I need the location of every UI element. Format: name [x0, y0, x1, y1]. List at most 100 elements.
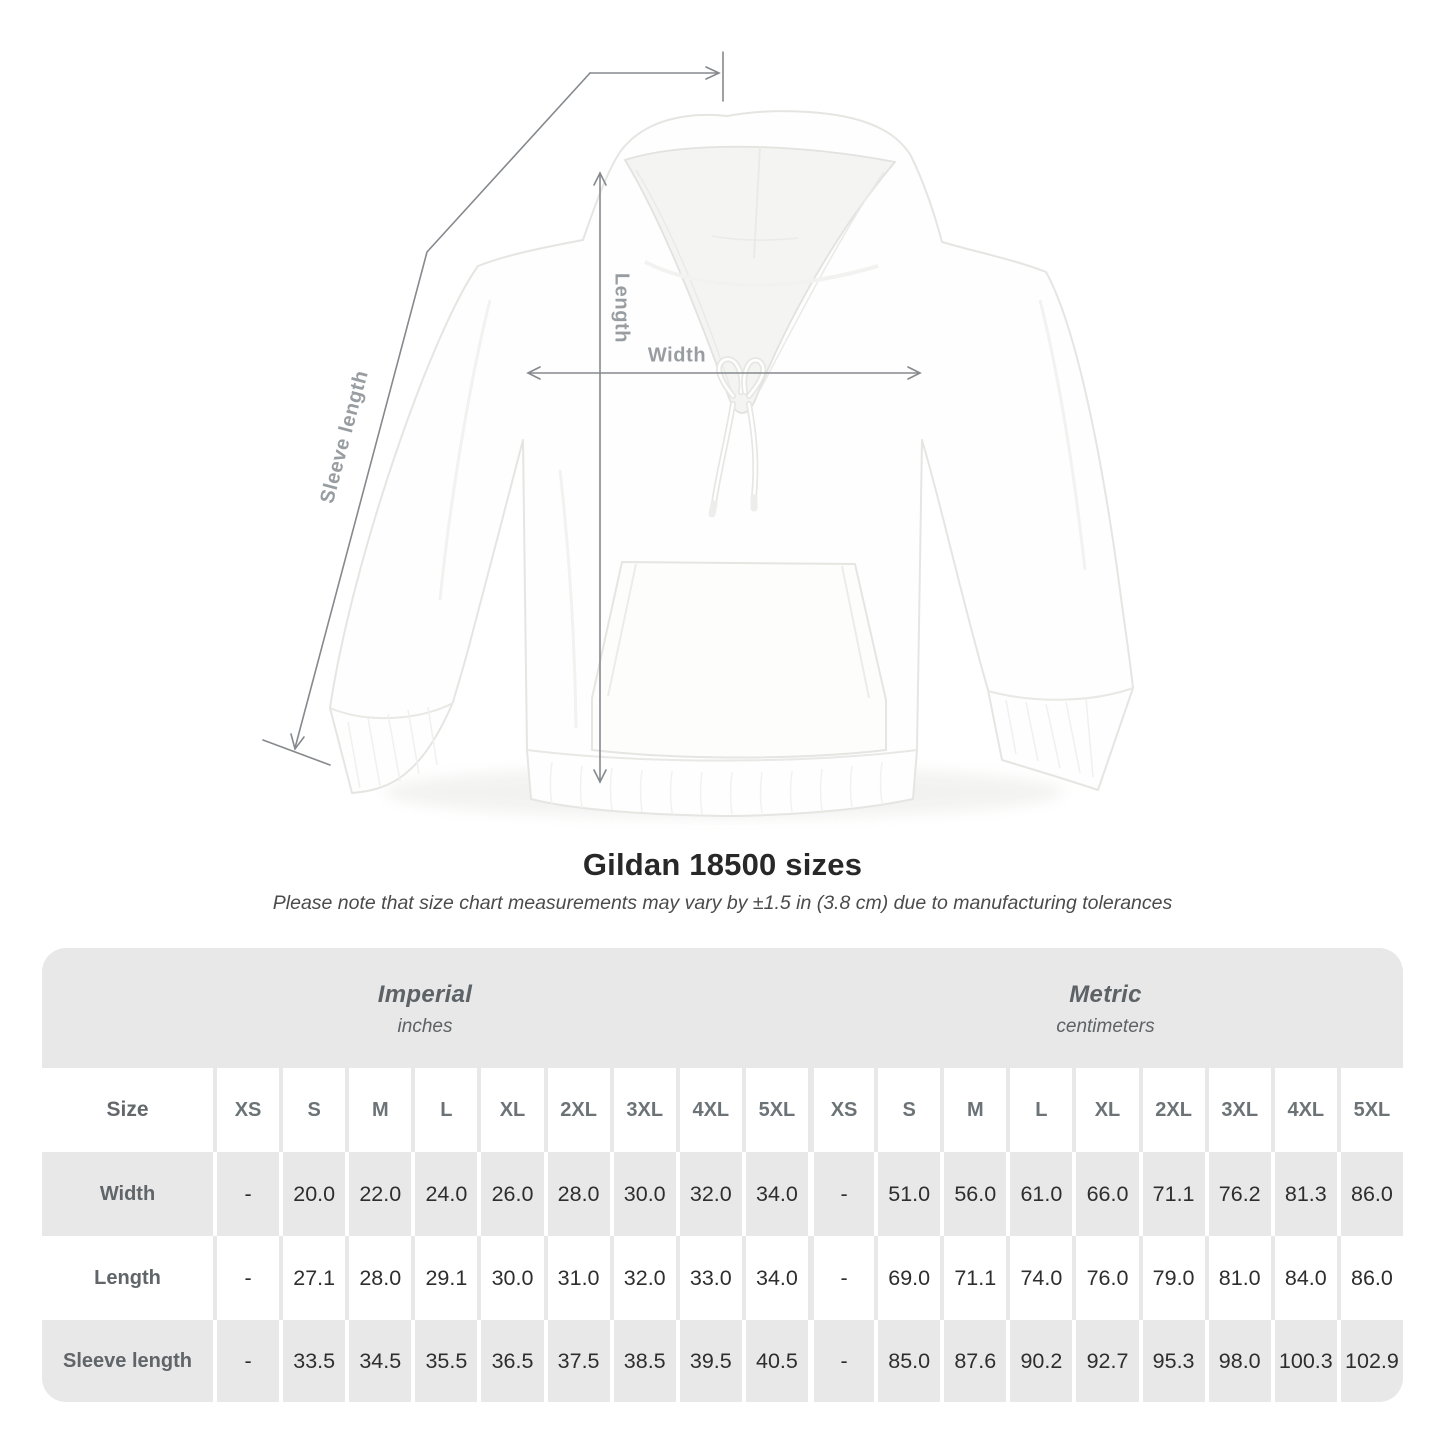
metric-value-cell: 100.3: [1270, 1320, 1337, 1402]
metric-value-cell: 98.0: [1204, 1320, 1271, 1402]
metric-section-unit: centimeters: [1056, 1016, 1155, 1037]
imperial-value-cell: 39.5: [675, 1320, 742, 1402]
hoodie-measurement-figure: Sleeve length Length Width: [262, 51, 1134, 818]
size-header-imperial-m: M: [345, 1068, 412, 1152]
size-header-metric-4xl: 4XL: [1270, 1068, 1337, 1152]
length-line: [593, 171, 607, 784]
size-header-imperial-5xl: 5XL: [741, 1068, 808, 1152]
imperial-value-cell: 33.5: [279, 1320, 346, 1402]
metric-value-cell: 84.0: [1270, 1236, 1337, 1320]
imperial-value-cell: 28.0: [543, 1152, 610, 1236]
imperial-value-cell: 33.0: [675, 1236, 742, 1320]
imperial-value-cell: 35.5: [411, 1320, 478, 1402]
imperial-value-cell: 36.5: [477, 1320, 544, 1402]
imperial-section-unit: inches: [397, 1016, 453, 1037]
imperial-value-cell: 34.0: [741, 1236, 808, 1320]
metric-value-cell: -: [808, 1152, 875, 1236]
metric-value-cell: 81.0: [1204, 1236, 1271, 1320]
size-header-metric-s: S: [874, 1068, 941, 1152]
metric-value-cell: 51.0: [874, 1152, 941, 1236]
imperial-value-cell: -: [213, 1320, 280, 1402]
metric-value-cell: 86.0: [1336, 1152, 1403, 1236]
unit-section-header-row: Imperial inches Metric centimeters: [42, 948, 1403, 1068]
size-header-metric-3xl: 3XL: [1204, 1068, 1271, 1152]
imperial-section-header: Imperial inches: [42, 948, 808, 1068]
metric-value-cell: 71.1: [1138, 1152, 1205, 1236]
imperial-value-cell: 37.5: [543, 1320, 610, 1402]
row-label: Sleeve length: [42, 1320, 213, 1402]
kangaroo-pocket: [591, 561, 887, 759]
imperial-value-cell: 20.0: [279, 1152, 346, 1236]
imperial-section-title: Imperial: [377, 981, 473, 1008]
hood-interior: [623, 145, 897, 414]
size-grid: Size XS S M L XL 2XL 3XL 4XL 5XL XS S M L XL 2XL 3XL 4XL 5…: [42, 1068, 1403, 1402]
size-column-header: Size: [42, 1068, 213, 1152]
size-header-imperial-2xl: 2XL: [543, 1068, 610, 1152]
metric-value-cell: -: [808, 1236, 875, 1320]
metric-value-cell: 86.0: [1336, 1236, 1403, 1320]
hoodie-illustration: [262, 51, 1134, 818]
metric-value-cell: 61.0: [1006, 1152, 1073, 1236]
row-label: Width: [42, 1152, 213, 1236]
sleeve-length-line: [262, 51, 724, 766]
imperial-value-cell: 27.1: [279, 1236, 346, 1320]
imperial-value-cell: 30.0: [477, 1236, 544, 1320]
metric-value-cell: 76.0: [1072, 1236, 1139, 1320]
size-header-metric-m: M: [940, 1068, 1007, 1152]
size-header-imperial-4xl: 4XL: [675, 1068, 742, 1152]
metric-value-cell: 74.0: [1006, 1236, 1073, 1320]
imperial-value-cell: 32.0: [609, 1236, 676, 1320]
imperial-value-cell: 32.0: [675, 1152, 742, 1236]
metric-value-cell: 56.0: [940, 1152, 1007, 1236]
imperial-value-cell: 29.1: [411, 1236, 478, 1320]
imperial-value-cell: 28.0: [345, 1236, 412, 1320]
metric-value-cell: 95.3: [1138, 1320, 1205, 1402]
metric-value-cell: 92.7: [1072, 1320, 1139, 1402]
imperial-value-cell: 30.0: [609, 1152, 676, 1236]
metric-value-cell: 76.2: [1204, 1152, 1271, 1236]
size-header-imperial-3xl: 3XL: [609, 1068, 676, 1152]
cuffs: [329, 687, 1134, 789]
size-header-metric-xl: XL: [1072, 1068, 1139, 1152]
metric-value-cell: 85.0: [874, 1320, 941, 1402]
tolerance-note: Please note that size chart measurements…: [272, 892, 1173, 914]
metric-value-cell: 90.2: [1006, 1320, 1073, 1402]
measurement-lines: [262, 51, 922, 784]
metric-value-cell: 102.9: [1336, 1320, 1403, 1402]
imperial-value-cell: 40.5: [741, 1320, 808, 1402]
size-header-metric-l: L: [1006, 1068, 1073, 1152]
imperial-value-cell: -: [213, 1152, 280, 1236]
drawstrings: [708, 356, 767, 518]
imperial-value-cell: -: [213, 1236, 280, 1320]
size-header-imperial-l: L: [411, 1068, 478, 1152]
imperial-value-cell: 34.0: [741, 1152, 808, 1236]
hem-band: [526, 749, 918, 815]
width-label: Width: [647, 344, 707, 367]
metric-value-cell: 87.6: [940, 1320, 1007, 1402]
length-label: Length: [610, 272, 633, 344]
imperial-value-cell: 22.0: [345, 1152, 412, 1236]
imperial-value-cell: 31.0: [543, 1236, 610, 1320]
metric-value-cell: 81.3: [1270, 1152, 1337, 1236]
imperial-value-cell: 26.0: [477, 1152, 544, 1236]
size-header-imperial-s: S: [279, 1068, 346, 1152]
metric-value-cell: 71.1: [940, 1236, 1007, 1320]
width-line: [526, 366, 922, 380]
metric-value-cell: 69.0: [874, 1236, 941, 1320]
hoodie-body: [329, 110, 1134, 817]
imperial-value-cell: 34.5: [345, 1320, 412, 1402]
row-label: Length: [42, 1236, 213, 1320]
size-header-metric-xs: XS: [808, 1068, 875, 1152]
metric-section-title: Metric: [1069, 981, 1142, 1008]
size-header-metric-2xl: 2XL: [1138, 1068, 1205, 1152]
metric-section-header: Metric centimeters: [808, 948, 1403, 1068]
size-header-imperial-xl: XL: [477, 1068, 544, 1152]
size-header-metric-5xl: 5XL: [1336, 1068, 1403, 1152]
metric-value-cell: 66.0: [1072, 1152, 1139, 1236]
imperial-value-cell: 24.0: [411, 1152, 478, 1236]
size-table: Imperial inches Metric centimeters Size X…: [42, 948, 1403, 1402]
size-header-imperial-xs: XS: [213, 1068, 280, 1152]
metric-value-cell: 79.0: [1138, 1236, 1205, 1320]
page-title: Gildan 18500 sizes: [582, 847, 863, 882]
